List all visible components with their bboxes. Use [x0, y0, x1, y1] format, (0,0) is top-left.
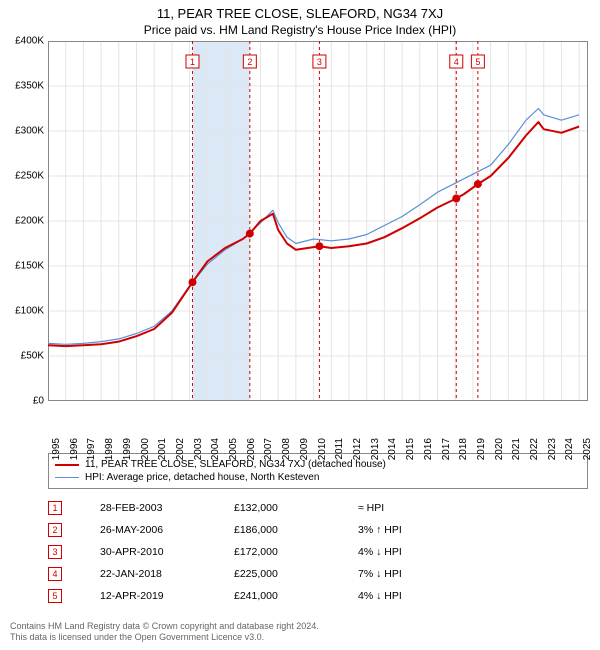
x-tick-label: 2024 — [564, 438, 575, 460]
legend-label-hpi: HPI: Average price, detached house, Nort… — [85, 472, 319, 483]
sale-date: 12-APR-2019 — [100, 590, 210, 602]
x-tick-label: 2019 — [476, 438, 487, 460]
footer-line-2: This data is licensed under the Open Gov… — [10, 632, 319, 644]
x-tick-label: 1998 — [104, 438, 115, 460]
y-tick-label: £350K — [0, 81, 44, 92]
svg-text:3: 3 — [317, 57, 322, 67]
x-tick-label: 2001 — [157, 438, 168, 460]
x-tick-label: 2020 — [494, 438, 505, 460]
x-tick-label: 2002 — [175, 438, 186, 460]
sale-marker-badge: 1 — [48, 501, 62, 515]
sales-row: 5 12-APR-2019 £241,000 4% ↓ HPI — [48, 585, 588, 607]
x-tick-label: 2005 — [228, 438, 239, 460]
sale-price: £186,000 — [234, 524, 334, 536]
x-tick-label: 2008 — [281, 438, 292, 460]
sale-delta: 3% ↑ HPI — [358, 524, 458, 536]
x-tick-label: 2004 — [210, 438, 221, 460]
x-tick-label: 1996 — [69, 438, 80, 460]
x-tick-label: 2016 — [423, 438, 434, 460]
sale-marker-badge: 2 — [48, 523, 62, 537]
x-tick-label: 2000 — [140, 438, 151, 460]
legend-item-hpi: HPI: Average price, detached house, Nort… — [55, 471, 581, 484]
x-tick-label: 2012 — [352, 438, 363, 460]
svg-text:1: 1 — [190, 57, 195, 67]
sales-row: 4 22-JAN-2018 £225,000 7% ↓ HPI — [48, 563, 588, 585]
footer-line-1: Contains HM Land Registry data © Crown c… — [10, 621, 319, 633]
svg-text:4: 4 — [454, 57, 459, 67]
sale-marker-badge: 3 — [48, 545, 62, 559]
sale-price: £172,000 — [234, 546, 334, 558]
legend-label-property: 11, PEAR TREE CLOSE, SLEAFORD, NG34 7XJ … — [85, 459, 386, 470]
y-tick-label: £150K — [0, 261, 44, 272]
y-tick-label: £400K — [0, 36, 44, 47]
x-tick-label: 2017 — [441, 438, 452, 460]
sale-marker-badge: 5 — [48, 589, 62, 603]
chart-area: 12345 £0£50K£100K£150K£200K£250K£300K£35… — [48, 41, 588, 401]
x-tick-label: 1999 — [122, 438, 133, 460]
x-tick-label: 2018 — [458, 438, 469, 460]
sale-delta: ≈ HPI — [358, 502, 458, 514]
sale-delta: 4% ↓ HPI — [358, 590, 458, 602]
x-tick-label: 2007 — [263, 438, 274, 460]
legend-swatch-hpi — [55, 477, 79, 478]
x-tick-label: 2023 — [547, 438, 558, 460]
sales-row: 2 26-MAY-2006 £186,000 3% ↑ HPI — [48, 519, 588, 541]
sales-row: 3 30-APR-2010 £172,000 4% ↓ HPI — [48, 541, 588, 563]
sale-price: £225,000 — [234, 568, 334, 580]
x-tick-label: 2022 — [529, 438, 540, 460]
y-tick-label: £250K — [0, 171, 44, 182]
chart-svg: 1 2 3 4 5 — [48, 41, 588, 401]
y-tick-label: £0 — [0, 396, 44, 407]
svg-text:5: 5 — [475, 57, 480, 67]
y-tick-label: £300K — [0, 126, 44, 137]
sales-table: 1 28-FEB-2003 £132,000 ≈ HPI 2 26-MAY-2006 £18… — [48, 497, 588, 607]
x-tick-label: 2015 — [405, 438, 416, 460]
y-tick-label: £50K — [0, 351, 44, 362]
sale-date: 28-FEB-2003 — [100, 502, 210, 514]
x-tick-label: 1995 — [51, 438, 62, 460]
sale-date: 30-APR-2010 — [100, 546, 210, 558]
x-tick-label: 2025 — [582, 438, 593, 460]
sale-delta: 4% ↓ HPI — [358, 546, 458, 558]
legend-swatch-property — [55, 464, 79, 466]
x-tick-label: 2009 — [299, 438, 310, 460]
page-subtitle: Price paid vs. HM Land Registry's House … — [0, 21, 600, 41]
x-tick-label: 2021 — [511, 438, 522, 460]
page-title: 11, PEAR TREE CLOSE, SLEAFORD, NG34 7XJ — [0, 0, 600, 21]
y-tick-label: £200K — [0, 216, 44, 227]
x-tick-label: 2013 — [370, 438, 381, 460]
sale-delta: 7% ↓ HPI — [358, 568, 458, 580]
sale-marker-badge: 4 — [48, 567, 62, 581]
x-tick-label: 2003 — [193, 438, 204, 460]
svg-text:2: 2 — [247, 57, 252, 67]
x-tick-label: 1997 — [86, 438, 97, 460]
x-tick-label: 2010 — [317, 438, 328, 460]
x-tick-label: 2014 — [387, 438, 398, 460]
sale-price: £241,000 — [234, 590, 334, 602]
y-tick-label: £100K — [0, 306, 44, 317]
x-tick-label: 2011 — [334, 438, 345, 460]
x-tick-label: 2006 — [246, 438, 257, 460]
sale-date: 26-MAY-2006 — [100, 524, 210, 536]
footer-attribution: Contains HM Land Registry data © Crown c… — [10, 621, 319, 644]
sale-price: £132,000 — [234, 502, 334, 514]
sales-row: 1 28-FEB-2003 £132,000 ≈ HPI — [48, 497, 588, 519]
sale-date: 22-JAN-2018 — [100, 568, 210, 580]
